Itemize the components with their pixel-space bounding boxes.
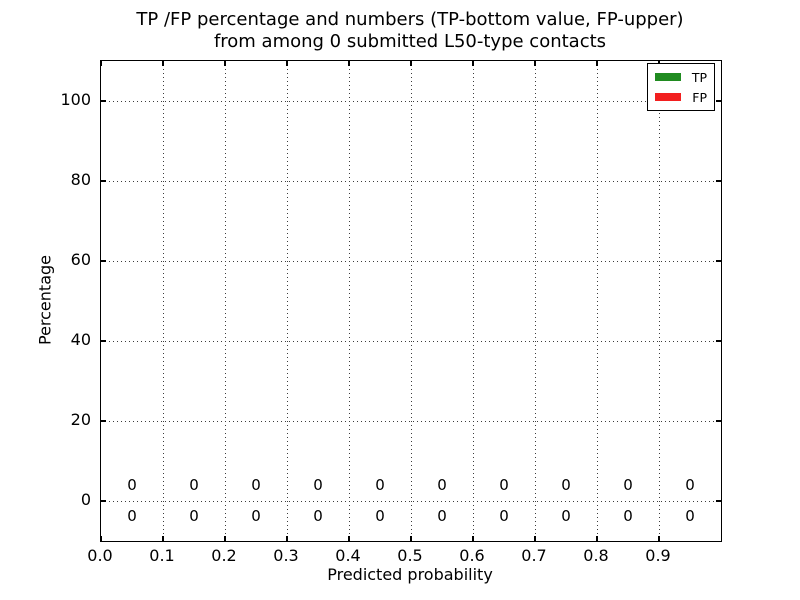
tp-color-swatch [655,73,681,81]
x-gridline [287,61,288,541]
y-gridline [101,421,721,422]
y-tick-mark [716,340,721,342]
y-gridline [101,101,721,102]
y-tick-mark [101,340,106,342]
tp-count-label: 0 [623,507,633,525]
legend-entry-fp: FP [655,90,707,105]
x-tick-mark [410,61,412,66]
y-tick-label: 40 [70,330,91,349]
y-tick-mark [716,100,721,102]
fp-count-label: 0 [251,476,261,494]
x-tick-mark [472,61,474,66]
x-tick-mark [658,536,660,541]
x-tick-mark [100,536,102,541]
tp-count-label: 0 [313,507,323,525]
y-gridline [101,181,721,182]
x-tick-label: 0.2 [211,546,237,565]
legend-label: FP [692,89,707,105]
chart-title: TP /FP percentage and numbers (TP-bottom… [100,9,720,53]
chart-title-line1: TP /FP percentage and numbers (TP-bottom… [136,9,684,30]
x-gridline [163,61,164,541]
y-tick-mark [716,420,721,422]
tp-count-label: 0 [685,507,695,525]
fp-count-label: 0 [685,476,695,494]
y-tick-label: 100 [60,90,91,109]
x-tick-mark [100,61,102,66]
fp-count-label: 0 [375,476,385,494]
tp-count-label: 0 [499,507,509,525]
y-gridline [101,341,721,342]
y-tick-mark [101,100,106,102]
x-tick-mark [472,536,474,541]
x-tick-mark [224,536,226,541]
fp-count-label: 0 [561,476,571,494]
fp-count-label: 0 [499,476,509,494]
y-tick-label: 60 [70,250,91,269]
y-tick-mark [101,420,106,422]
fp-count-label: 0 [437,476,447,494]
y-tick-label: 20 [70,410,91,429]
chart-title-line2: from among 0 submitted L50-type contacts [213,31,607,52]
x-tick-mark [534,61,536,66]
plot-area: 0 0 0 0 0 0 0 0 0 0 0 0 0 0 0 0 0 0 0 0 [100,60,722,542]
y-tick-mark [101,260,106,262]
x-tick-mark [596,536,598,541]
fp-count-label: 0 [623,476,633,494]
y-tick-mark [716,260,721,262]
y-gridline [101,501,721,502]
x-gridline [659,61,660,541]
y-gridline [101,261,721,262]
fp-count-label: 0 [313,476,323,494]
x-tick-mark [596,61,598,66]
x-tick-mark [286,61,288,66]
legend: TP FP [647,63,715,111]
x-tick-label: 0.6 [459,546,485,565]
y-tick-mark [716,180,721,182]
x-gridline [411,61,412,541]
x-gridline [225,61,226,541]
x-gridline [597,61,598,541]
x-tick-mark [534,536,536,541]
x-tick-label: 0.8 [583,546,609,565]
y-tick-label: 80 [70,170,91,189]
fp-color-swatch [655,93,681,101]
y-tick-mark [101,500,106,502]
tp-count-label: 0 [375,507,385,525]
x-tick-label: 0.0 [87,546,113,565]
x-tick-label: 0.7 [521,546,547,565]
y-tick-mark [101,180,106,182]
legend-entry-tp: TP [655,70,707,85]
tp-count-label: 0 [437,507,447,525]
x-tick-mark [224,61,226,66]
tp-count-label: 0 [127,507,137,525]
x-tick-mark [348,61,350,66]
tp-count-label: 0 [561,507,571,525]
x-gridline [535,61,536,541]
fp-count-label: 0 [127,476,137,494]
tp-count-label: 0 [189,507,199,525]
x-tick-mark [286,536,288,541]
tp-count-label: 0 [251,507,261,525]
x-tick-label: 0.3 [273,546,299,565]
x-axis-label: Predicted probability [327,565,493,584]
x-tick-mark [162,536,164,541]
y-tick-label: 0 [80,490,91,509]
x-tick-mark [162,61,164,66]
x-gridline [473,61,474,541]
x-gridline [349,61,350,541]
x-tick-mark [410,536,412,541]
x-tick-label: 0.1 [149,546,175,565]
y-tick-mark [716,500,721,502]
x-tick-label: 0.4 [335,546,361,565]
x-tick-mark [348,536,350,541]
fp-count-label: 0 [189,476,199,494]
legend-label: TP [691,69,707,85]
x-tick-label: 0.5 [397,546,423,565]
x-tick-label: 0.9 [645,546,671,565]
